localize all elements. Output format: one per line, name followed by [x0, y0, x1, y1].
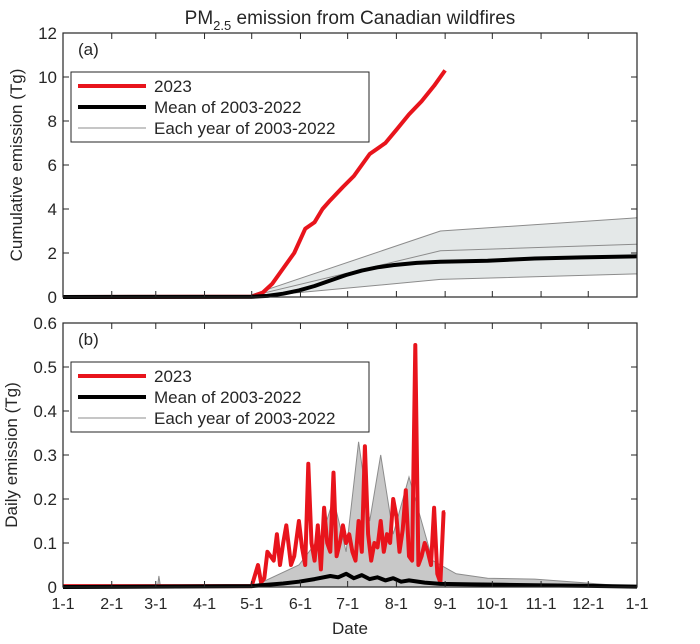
- y-tick-label: 0.1: [33, 534, 57, 553]
- x-tick-label: 8-1: [385, 596, 408, 613]
- title-subscript: 2.5: [213, 18, 231, 33]
- mean-line: [62, 254, 638, 299]
- each-year-line-2: [251, 217, 638, 296]
- x-tick-label: 11-1: [526, 596, 557, 613]
- series-2023-line: [62, 69, 447, 299]
- x-axis-label: Date: [332, 619, 368, 638]
- x-tick-label: 5-1: [240, 596, 263, 613]
- y-tick-label: 0.3: [33, 446, 57, 465]
- legend-box: [70, 361, 370, 433]
- legend-entry: 2023: [154, 77, 192, 96]
- y-tick-label: 0.4: [33, 402, 57, 421]
- y-tick-label: 0.2: [33, 490, 57, 509]
- y-tick-label: 0: [48, 288, 57, 307]
- x-tick-label: 6-1: [289, 596, 312, 613]
- y-tick-label: 0: [48, 578, 57, 597]
- envelope-area: [251, 217, 637, 297]
- panel-label: (b): [78, 330, 99, 349]
- panel-a: 0 2 4 6 8 10 12 Cumulative emission (Tg) (a) 2023…: [7, 24, 638, 307]
- x-tick-label: 10-1: [476, 596, 508, 613]
- envelope-area: [63, 441, 637, 587]
- y-tick-label: 12: [38, 24, 57, 43]
- x-tick-label: 1-1: [625, 596, 648, 613]
- title-rest: emission from Canadian wildfires: [231, 8, 515, 29]
- y-tick-label: 10: [38, 68, 57, 87]
- legend-entry: Mean of 2003-2022: [154, 98, 301, 117]
- y-tick-label: 2: [48, 244, 57, 263]
- x-tick-label: 9-1: [434, 596, 457, 613]
- x-tick-label: 3-1: [144, 596, 167, 613]
- panel-label: (a): [78, 40, 99, 59]
- y-axis-label: Cumulative emission (Tg): [7, 69, 26, 262]
- series-2023-line: [63, 343, 446, 589]
- x-tick-label: 1-1: [51, 596, 74, 613]
- mean-line: [62, 571, 638, 589]
- each-year-line-1: [251, 273, 638, 298]
- y-tick-label: 0.5: [33, 358, 57, 377]
- y-tick-label: 8: [48, 112, 57, 131]
- y-tick-label: 0.6: [33, 314, 57, 333]
- panel-b: 0 0.1 0.2 0.3 0.4 0.5 0.6 1-1 2-1 3-1 4-1 5-1 6-1 7-1…: [2, 314, 649, 638]
- legend-entry: Each year of 2003-2022: [154, 119, 335, 138]
- x-tick-label: 12-1: [572, 596, 604, 613]
- title-pm: PM: [185, 8, 214, 29]
- legend-entry: 2023: [154, 367, 192, 386]
- y-tick-label: 6: [48, 156, 57, 175]
- legend-entry: Each year of 2003-2022: [154, 409, 335, 428]
- figure-title: PM2.5 emission from Canadian wildfires: [185, 8, 516, 33]
- legend-entry: Mean of 2003-2022: [154, 388, 301, 407]
- y-axis-label: Daily emission (Tg): [2, 382, 21, 527]
- x-tick-label: 4-1: [193, 596, 216, 613]
- x-tick-label: 2-1: [100, 596, 123, 613]
- each-year-line-3: [251, 243, 638, 297]
- x-tick-label: 7-1: [336, 596, 359, 613]
- y-tick-label: 4: [48, 200, 57, 219]
